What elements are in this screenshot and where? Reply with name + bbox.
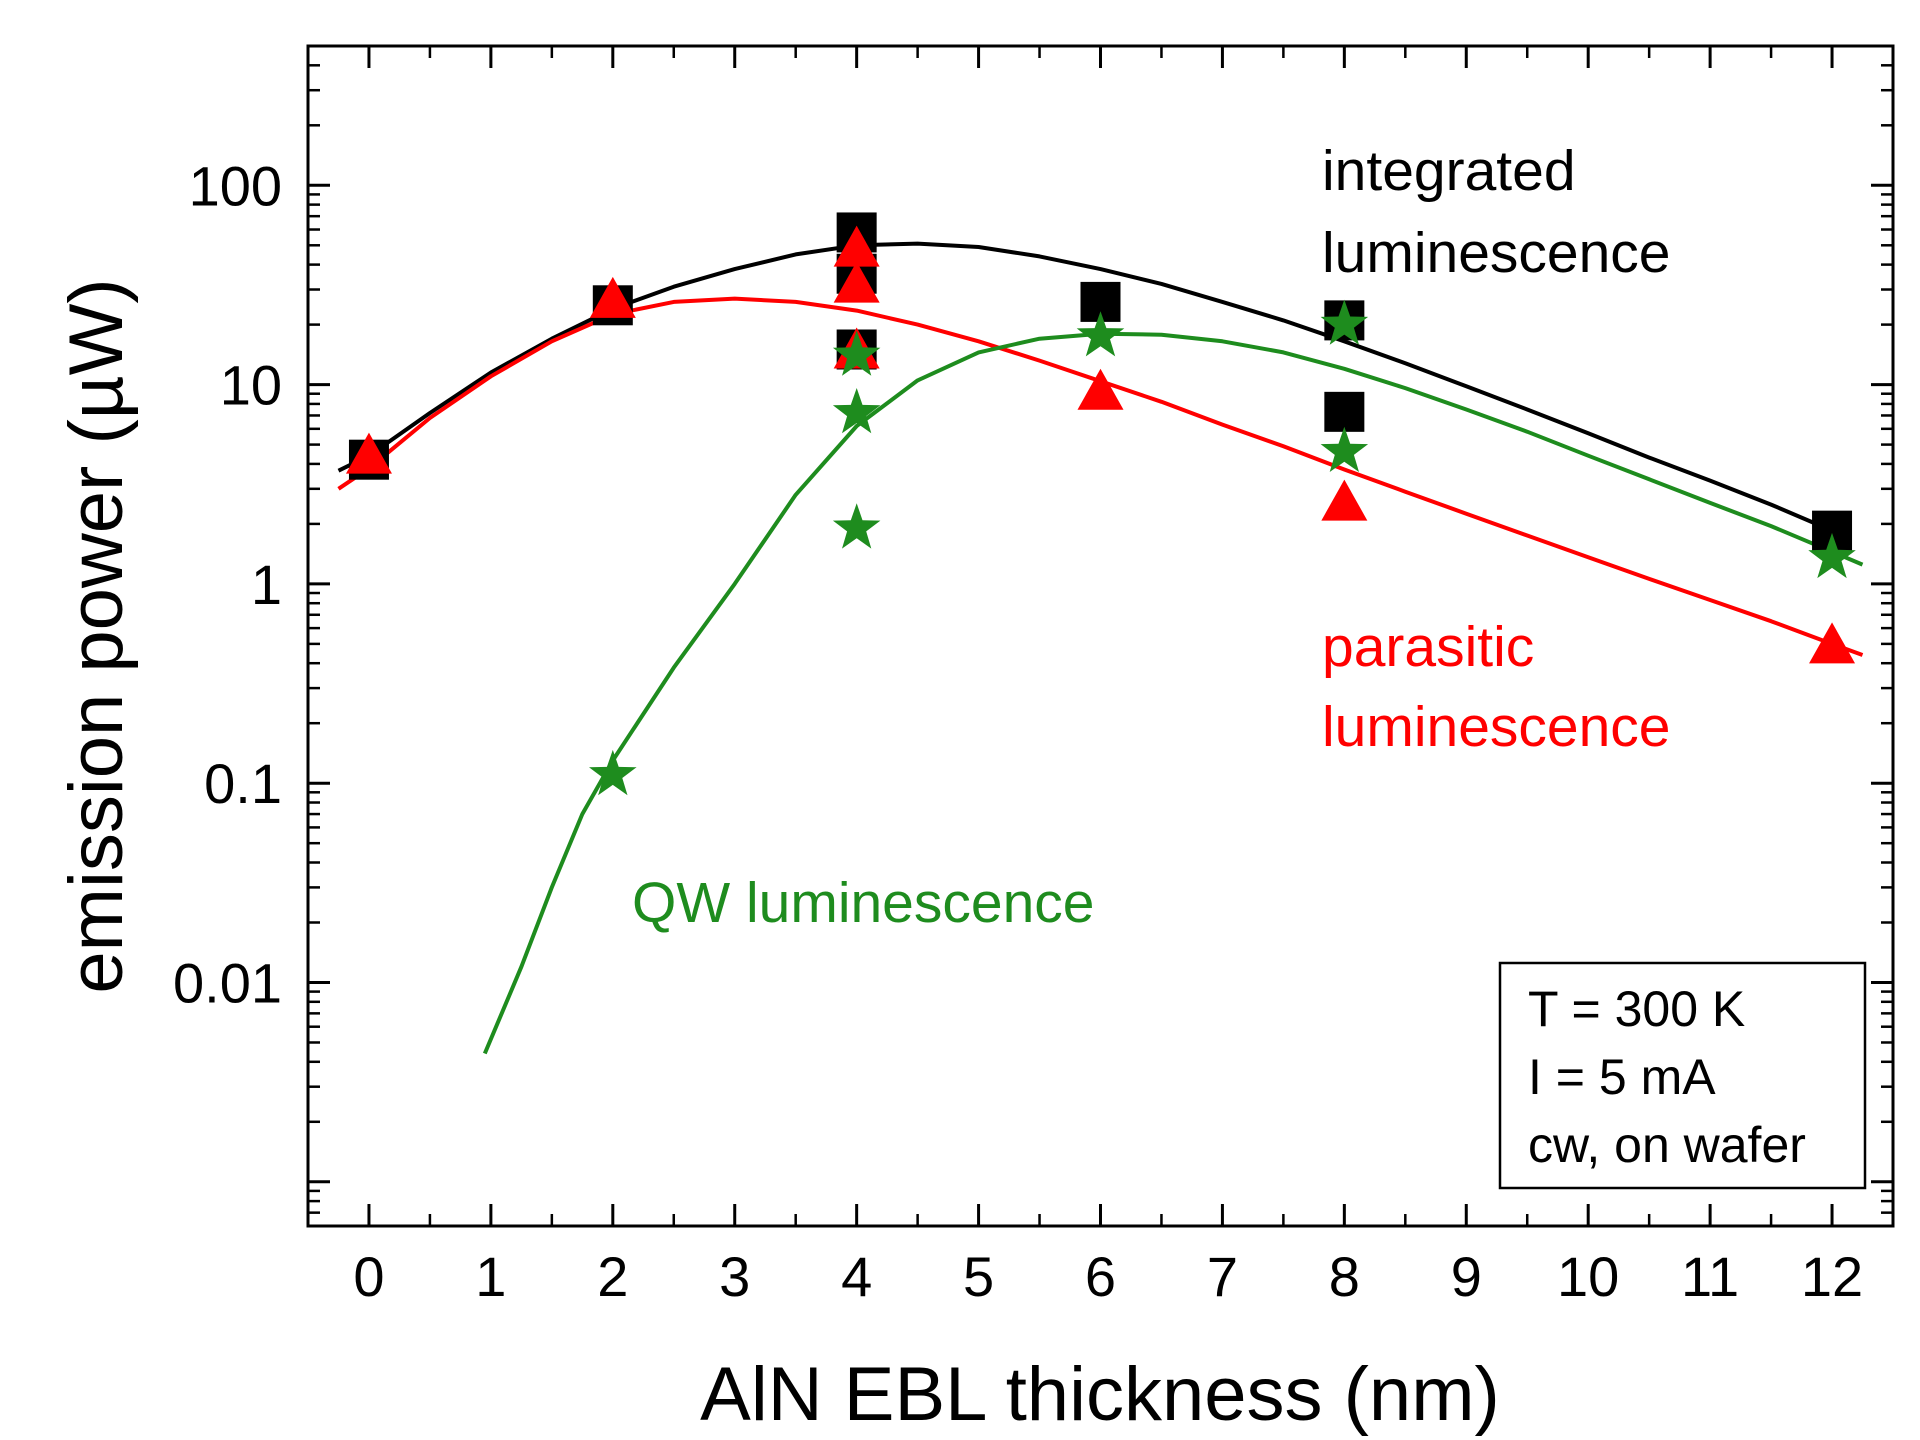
x-tick-labels: 0 1 2 3 4 5 6 7 8 9 10 11 12 <box>353 1245 1863 1308</box>
condition-mode: cw, on wafer <box>1528 1117 1806 1173</box>
data-point-triangle-1-2 <box>833 225 880 267</box>
x-tick-label: 0 <box>353 1245 384 1308</box>
data-point-star-2-0 <box>589 749 637 796</box>
fit-curve-0 <box>337 241 1833 533</box>
x-tick-label: 4 <box>841 1245 872 1308</box>
annotation-parasitic-line2: luminescence <box>1322 695 1671 759</box>
fit-curve-2 <box>482 331 1864 1055</box>
y-tick-label: 0.01 <box>173 951 282 1014</box>
x-tick-label: 5 <box>963 1245 994 1308</box>
conditions-box: T = 300 K I = 5 mA cw, on wafer <box>1498 961 1867 1190</box>
data-point-triangle-1-0 <box>345 432 392 474</box>
annotation-integrated-line1: integrated <box>1322 139 1576 203</box>
data-point-star-2-3 <box>832 503 881 549</box>
x-tick-label: 8 <box>1329 1245 1360 1308</box>
data-point-star-2-7 <box>1808 532 1856 579</box>
data-point-star-2-2 <box>832 388 881 434</box>
data-point-triangle-1-5 <box>1077 368 1124 410</box>
y-tick-label: 100 <box>189 154 282 217</box>
x-tick-label: 3 <box>719 1245 750 1308</box>
x-tick-label: 2 <box>597 1245 628 1308</box>
annotation-parasitic-line1: parasitic <box>1322 615 1534 679</box>
axis-ticks <box>306 44 1895 1228</box>
data-point-triangle-1-6 <box>1321 479 1368 521</box>
x-tick-label: 7 <box>1207 1245 1238 1308</box>
data-point-triangle-1-7 <box>1809 622 1856 664</box>
x-tick-label: 10 <box>1557 1245 1619 1308</box>
data-point-triangle-1-3 <box>833 261 880 303</box>
x-tick-label: 11 <box>1681 1245 1739 1308</box>
y-tick-label: 1 <box>251 553 282 616</box>
x-tick-label: 1 <box>475 1245 506 1308</box>
x-tick-label: 6 <box>1085 1245 1116 1308</box>
y-axis-label: emission power (µW) <box>54 278 139 993</box>
x-tick-label: 12 <box>1801 1245 1863 1308</box>
fit-curve-1 <box>337 296 1864 657</box>
x-tick-label: 9 <box>1451 1245 1482 1308</box>
y-tick-label: 10 <box>220 354 282 417</box>
data-point-star-2-4 <box>1076 311 1125 357</box>
data-point-square-0-7 <box>1324 391 1365 432</box>
y-tick-labels: 0.01 0.1 1 10 100 <box>173 154 282 1014</box>
conditions-frame <box>1498 961 1867 1190</box>
data-point-star-2-6 <box>1320 426 1369 472</box>
condition-current: I = 5 mA <box>1528 1049 1716 1105</box>
data-markers <box>345 212 1856 796</box>
data-point-triangle-1-1 <box>589 276 636 318</box>
fit-curves <box>337 241 1864 1055</box>
data-point-star-2-5 <box>1320 299 1369 345</box>
annotation-qw: QW luminescence <box>632 871 1095 935</box>
annotation-integrated-line2: luminescence <box>1322 221 1671 285</box>
y-tick-label: 0.1 <box>204 752 282 815</box>
data-point-star-2-1 <box>832 330 881 376</box>
condition-temperature: T = 300 K <box>1528 981 1745 1037</box>
x-axis-label: AlN EBL thickness (nm) <box>700 1352 1500 1437</box>
